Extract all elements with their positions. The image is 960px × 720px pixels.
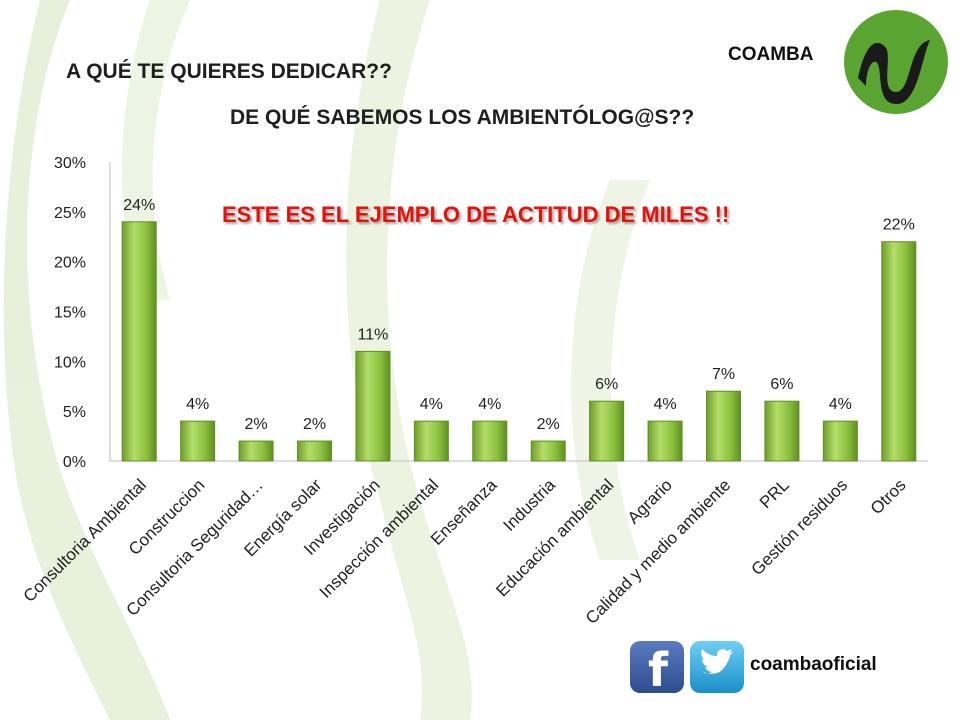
data-label: 4%	[478, 396, 501, 413]
social-handle: coambaoficial	[750, 654, 877, 675]
category-label: Industria	[500, 475, 560, 535]
swoosh-right	[571, 180, 650, 560]
bar	[238, 440, 274, 462]
bar	[472, 420, 508, 462]
category-label: Otros	[867, 475, 910, 518]
data-label: 24%	[123, 197, 155, 214]
bar	[180, 420, 216, 462]
y-tick-label: 10%	[54, 354, 86, 371]
bar	[355, 350, 391, 462]
data-label: 4%	[829, 396, 852, 413]
data-label: 7%	[712, 366, 735, 383]
y-tick-label: 30%	[54, 155, 86, 172]
page-title: A QUÉ TE QUIERES DEDICAR??	[66, 60, 392, 83]
coamba-logo	[844, 10, 948, 114]
data-label: 6%	[595, 376, 618, 393]
bar	[822, 420, 858, 462]
twitter-icon[interactable]	[690, 641, 744, 693]
category-label: Agrario	[624, 475, 676, 527]
callout-text: ESTE ES EL EJEMPLO DE ACTITUD DE MILES !…	[222, 202, 730, 227]
category-label: PRL	[756, 475, 793, 512]
y-tick-label: 25%	[54, 205, 86, 222]
data-labels: 24% 4% 2% 2% 11% 4% 4% 2% 6% 4% 7% 6% 4% 22%	[123, 197, 915, 433]
y-tick-label: 15%	[54, 305, 86, 322]
data-label: 11%	[358, 326, 389, 343]
data-label: 4%	[420, 396, 443, 413]
y-tick-label: 20%	[54, 255, 86, 272]
data-label: 4%	[186, 396, 209, 413]
data-label: 4%	[654, 396, 677, 413]
data-label: 2%	[303, 416, 326, 433]
swoosh-left	[3, 0, 170, 720]
bar	[121, 221, 157, 462]
data-label: 2%	[537, 416, 560, 433]
bar	[297, 440, 332, 462]
brand-name: COAMBA	[728, 44, 814, 65]
swoosh-middle	[346, 0, 472, 720]
y-tick-label: 0%	[63, 454, 86, 471]
category-labels: Consultoria AmbientalConstruccionConsult…	[20, 475, 910, 628]
facebook-icon[interactable]: f	[630, 641, 684, 697]
bar	[413, 420, 449, 462]
page-subtitle: DE QUÉ SABEMOS LOS AMBIENTÓLOG@S??	[230, 106, 695, 129]
bar	[706, 390, 741, 462]
bar	[764, 400, 800, 462]
y-tick-label: 5%	[63, 404, 86, 421]
bar-series	[121, 221, 917, 462]
bar	[530, 440, 566, 462]
data-label: 6%	[770, 376, 793, 393]
data-label: 2%	[245, 416, 268, 433]
y-tick-labels: 0% 5% 10% 15% 20% 25% 30%	[54, 155, 86, 471]
bar	[647, 420, 683, 462]
data-label: 22%	[883, 217, 915, 234]
bar	[881, 241, 917, 462]
bar	[589, 400, 625, 462]
